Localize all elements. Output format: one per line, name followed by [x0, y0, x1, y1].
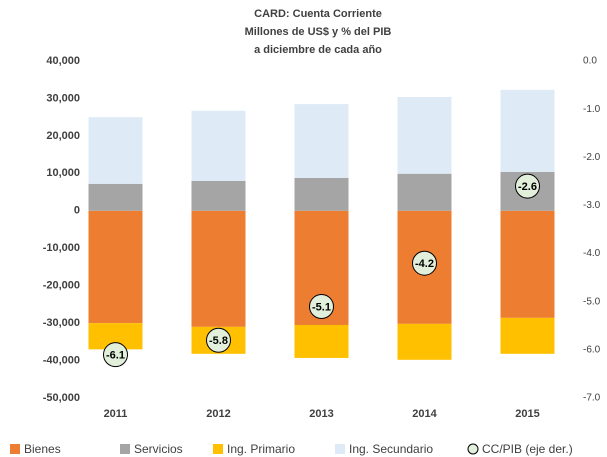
y2-tick-label: -5.0	[583, 296, 601, 307]
bar-segment	[397, 173, 452, 211]
bar-segment	[500, 89, 555, 172]
scatter-point	[206, 327, 231, 353]
chart-title: CARD: Cuenta Corriente	[254, 8, 382, 20]
y2-tick-label: -1.0	[583, 104, 601, 115]
legend-label: Bienes	[24, 442, 61, 456]
y-tick-label: 30,000	[46, 92, 80, 104]
legend-label: Ing. Primario	[227, 442, 295, 456]
x-tick-label: 2015	[515, 408, 539, 420]
scatter-point	[103, 342, 128, 368]
y-tick-label: 0	[74, 205, 80, 217]
x-tick-label: 2012	[206, 408, 230, 420]
data-label: -4.2	[415, 258, 434, 270]
legend-marker	[467, 443, 479, 455]
bar-segment	[294, 104, 349, 178]
bar-segment	[191, 110, 246, 181]
y-tick-label: 20,000	[46, 130, 80, 142]
bar-segment	[294, 324, 349, 358]
y2-tick-label: -3.0	[583, 200, 601, 211]
bar-segment	[500, 210, 555, 318]
data-label: -5.1	[312, 301, 331, 313]
scatter-point	[412, 250, 437, 276]
y2-tick-label: -4.0	[583, 248, 601, 259]
legend-label: Servicios	[134, 442, 183, 456]
bar-segment	[397, 96, 452, 174]
y-tick-label: -40,000	[43, 354, 80, 366]
legend-label: CC/PIB (eje der.)	[482, 442, 573, 456]
y2-tick-label: -7.0	[583, 393, 601, 404]
y-tick-label: -50,000	[43, 392, 80, 404]
legend-marker	[335, 444, 345, 454]
x-tick-label: 2011	[104, 408, 128, 420]
y2-tick-label: 0.0	[583, 56, 597, 67]
bar-segment	[500, 317, 555, 354]
bar-segment	[191, 180, 246, 211]
scatter-point	[515, 173, 540, 199]
bar-segment	[88, 183, 143, 211]
chart-subtitle: a diciembre de cada año	[254, 44, 382, 56]
x-tick-label: 2014	[412, 408, 437, 420]
data-label: -5.8	[209, 335, 228, 347]
y-tick-label: 40,000	[46, 55, 80, 67]
legend-marker	[10, 444, 20, 454]
bar-segment	[191, 210, 246, 327]
y-tick-label: -10,000	[43, 242, 80, 254]
chart-subtitle: Millones de US$ y % del PIB	[245, 26, 392, 38]
y-tick-label: -30,000	[43, 317, 80, 329]
y-tick-label: -20,000	[43, 280, 80, 292]
y-tick-label: 10,000	[46, 167, 80, 179]
y2-tick-label: -2.0	[583, 152, 601, 163]
bar-segment	[88, 210, 143, 324]
legend-marker	[120, 444, 130, 454]
legend-marker	[213, 444, 223, 454]
data-label: -2.6	[518, 181, 537, 193]
y2-tick-label: -6.0	[583, 344, 601, 355]
bar-segment	[294, 177, 349, 211]
bar-segment	[397, 323, 452, 360]
legend-label: Ing. Secundario	[349, 442, 433, 456]
x-tick-label: 2013	[309, 408, 333, 420]
data-label: -6.1	[106, 350, 125, 362]
bar-segment	[88, 117, 143, 184]
scatter-point	[309, 294, 334, 320]
